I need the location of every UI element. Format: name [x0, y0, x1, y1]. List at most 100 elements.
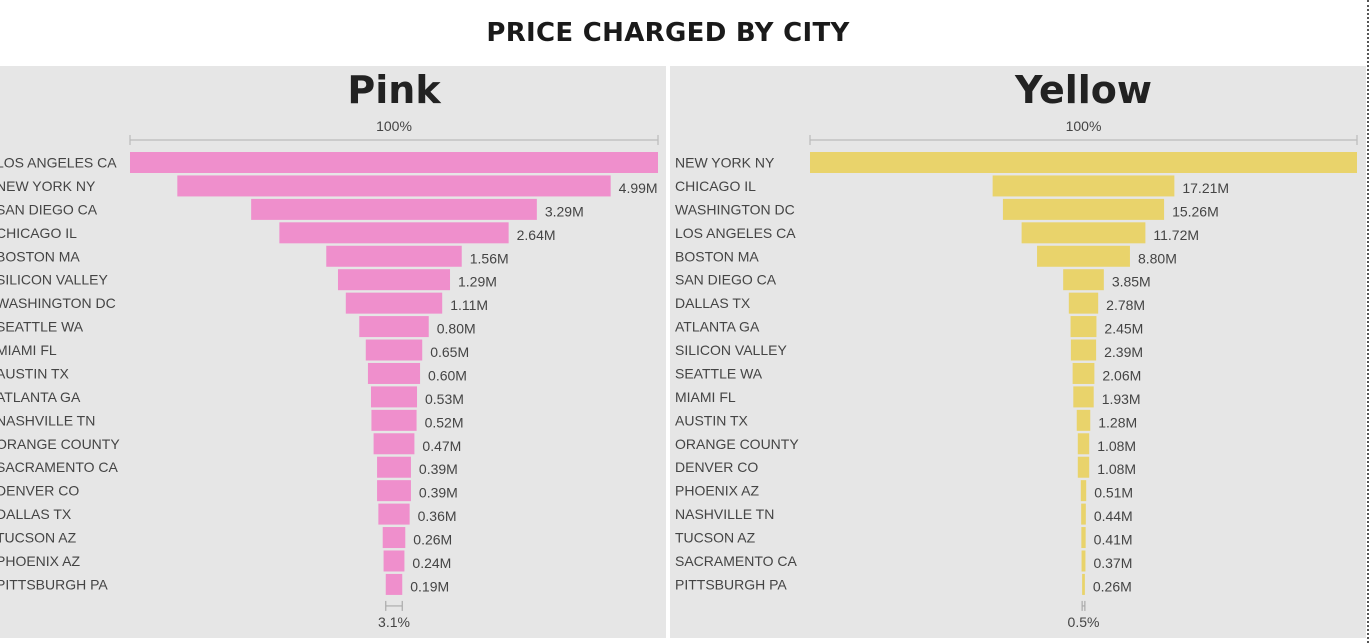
- yellow-bar: [1070, 316, 1097, 338]
- yellow-value-label: 3.85M: [1112, 274, 1151, 290]
- pink-funnel-chart: 100% LOS ANGELES CA NEW YORK NY 4.99M SAN DI…: [0, 118, 659, 630]
- yellow-funnel-title: Yellow: [1014, 68, 1153, 112]
- pink-value-label: 0.47M: [422, 438, 461, 454]
- pink-value-label: 0.80M: [437, 321, 476, 337]
- pink-bottom-percent-label: 3.1%: [378, 614, 410, 630]
- pink-category-label: ORANGE COUNTY: [0, 436, 120, 452]
- yellow-category-label: PHOENIX AZ: [675, 483, 759, 499]
- pink-category-label: CHICAGO IL: [0, 225, 77, 241]
- pink-category-label: MIAMI FL: [0, 342, 57, 358]
- yellow-bar: [1077, 433, 1090, 455]
- yellow-category-label: SILICON VALLEY: [675, 342, 787, 358]
- pink-category-label: DALLAS TX: [0, 506, 72, 522]
- yellow-value-label: 15.26M: [1172, 203, 1219, 219]
- pink-value-label: 0.24M: [412, 555, 451, 571]
- yellow-category-label: NEW YORK NY: [675, 155, 775, 171]
- yellow-bar: [1037, 245, 1130, 267]
- pink-bar: [373, 433, 415, 455]
- pink-category-label: SEATTLE WA: [0, 319, 84, 335]
- pink-category-label: SAN DIEGO CA: [0, 201, 98, 217]
- yellow-value-label: 2.45M: [1104, 321, 1143, 337]
- pink-value-label: 1.29M: [458, 274, 497, 290]
- yellow-value-label: 11.72M: [1153, 227, 1199, 243]
- yellow-category-label: SAN DIEGO CA: [675, 272, 777, 288]
- yellow-bar: [992, 175, 1175, 197]
- yellow-value-label: 1.28M: [1098, 414, 1137, 430]
- pink-top-percent-label: 100%: [376, 118, 412, 134]
- pink-category-label: NASHVILLE TN: [0, 412, 95, 428]
- pink-category-label: PITTSBURGH PA: [0, 576, 108, 592]
- yellow-category-label: AUSTIN TX: [675, 412, 749, 428]
- pink-bar: [377, 480, 411, 502]
- pink-value-label: 0.36M: [418, 508, 457, 524]
- yellow-value-label: 0.26M: [1093, 578, 1132, 594]
- yellow-category-label: DENVER CO: [675, 459, 758, 475]
- pink-category-label: LOS ANGELES CA: [0, 155, 117, 171]
- yellow-bar: [1021, 222, 1146, 244]
- yellow-value-label: 1.93M: [1102, 391, 1141, 407]
- yellow-category-label: SEATTLE WA: [675, 365, 763, 381]
- pink-category-label: BOSTON MA: [0, 248, 80, 264]
- pink-category-label: NEW YORK NY: [0, 178, 96, 194]
- pink-value-label: 0.26M: [413, 532, 452, 548]
- yellow-bar: [1082, 573, 1085, 595]
- pink-bar: [367, 362, 421, 384]
- yellow-bar: [1077, 456, 1090, 478]
- yellow-bar: [1081, 503, 1086, 525]
- pink-category-label: WASHINGTON DC: [0, 295, 116, 311]
- yellow-category-label: WASHINGTON DC: [675, 201, 795, 217]
- yellow-value-label: 0.44M: [1094, 508, 1133, 524]
- yellow-value-label: 17.21M: [1182, 180, 1229, 196]
- yellow-category-label: BOSTON MA: [675, 248, 759, 264]
- yellow-funnel-chart: 100% NEW YORK NY CHICAGO IL 17.21M WASHINGTO…: [675, 118, 1358, 630]
- pink-value-label: 2.64M: [517, 227, 556, 243]
- yellow-category-label: LOS ANGELES CA: [675, 225, 796, 241]
- yellow-bar: [1081, 550, 1086, 572]
- pink-bar: [370, 386, 418, 408]
- pink-value-label: 3.29M: [545, 203, 584, 219]
- page-title: PRICE CHARGED BY CITY: [486, 18, 850, 48]
- yellow-bar: [1068, 292, 1099, 314]
- pink-funnel-panel: Pink 100% LOS ANGELES CA NEW YORK NY 4.99M S…: [0, 66, 666, 638]
- pink-bar: [382, 527, 406, 549]
- yellow-category-label: ATLANTA GA: [675, 319, 760, 335]
- yellow-category-label: ORANGE COUNTY: [675, 436, 799, 452]
- pink-category-label: TUCSON AZ: [0, 530, 77, 546]
- pink-category-label: SILICON VALLEY: [0, 272, 108, 288]
- pink-bar: [359, 316, 429, 338]
- pink-funnel-title: Pink: [347, 68, 441, 112]
- pink-bar: [377, 456, 411, 478]
- pink-category-label: DENVER CO: [0, 483, 79, 499]
- yellow-value-label: 1.08M: [1097, 438, 1136, 454]
- pink-value-label: 0.39M: [419, 485, 458, 501]
- yellow-category-label: NASHVILLE TN: [675, 506, 774, 522]
- yellow-value-label: 0.41M: [1094, 532, 1133, 548]
- pink-value-label: 0.65M: [430, 344, 469, 360]
- yellow-bottom-percent-label: 0.5%: [1068, 614, 1100, 630]
- yellow-bar: [1073, 386, 1094, 408]
- pink-bar: [383, 550, 405, 572]
- pink-value-label: 0.52M: [425, 414, 464, 430]
- pink-bar: [337, 269, 451, 291]
- yellow-value-label: 1.08M: [1097, 461, 1136, 477]
- pink-value-label: 0.60M: [428, 367, 467, 383]
- yellow-value-label: 0.37M: [1093, 555, 1132, 571]
- yellow-bar: [1080, 480, 1087, 502]
- yellow-value-label: 2.78M: [1106, 297, 1145, 313]
- pink-bar: [177, 175, 611, 197]
- yellow-value-label: 2.39M: [1104, 344, 1143, 360]
- pink-category-label: AUSTIN TX: [0, 365, 70, 381]
- yellow-bar: [1063, 269, 1104, 291]
- yellow-category-label: PITTSBURGH PA: [675, 576, 787, 592]
- pink-bar: [365, 339, 423, 361]
- pink-value-label: 0.19M: [410, 578, 449, 594]
- yellow-category-label: DALLAS TX: [675, 295, 751, 311]
- pink-bar: [130, 152, 658, 173]
- pink-bar: [326, 245, 462, 267]
- yellow-funnel-panel: Yellow 100% NEW YORK NY CHICAGO IL 17.21M WA…: [670, 66, 1366, 638]
- yellow-bar: [1070, 339, 1097, 361]
- pink-category-label: ATLANTA GA: [0, 389, 81, 405]
- pink-bar: [279, 222, 509, 244]
- pink-bar: [371, 409, 417, 431]
- yellow-value-label: 0.51M: [1094, 485, 1133, 501]
